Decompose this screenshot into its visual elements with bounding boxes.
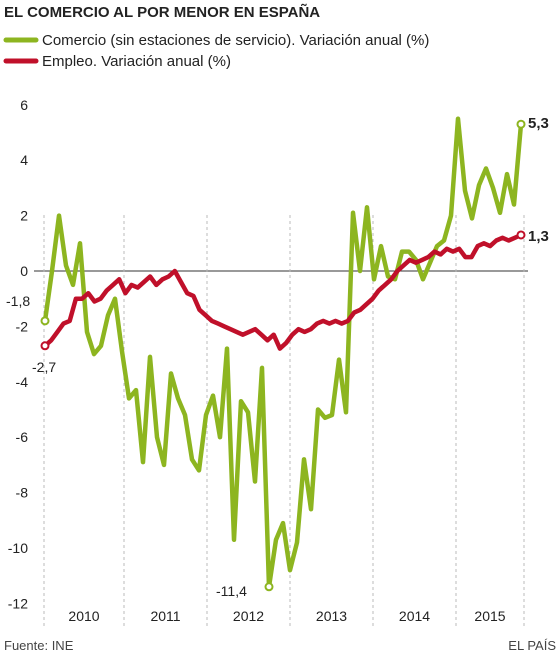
legend-label-empleo: Empleo. Variación anual (%) [42, 53, 231, 70]
end-point-marker [516, 119, 526, 129]
annotations: -1,8 -2,7 -11,4 5,3 1,3 [6, 115, 549, 599]
start-point-marker [40, 316, 50, 326]
annotation-comercio-last: 5,3 [528, 115, 549, 132]
annotation-comercio-min: -11,4 [216, 583, 247, 599]
annotation-comercio-first: -1,8 [6, 293, 30, 309]
chart-title: EL COMERCIO AL POR MENOR EN ESPAÑA [4, 3, 320, 21]
gridlines [34, 215, 528, 628]
series-layer [40, 116, 526, 592]
x-axis-year-labels: 2010 2011 2012 2013 2014 2015 [68, 608, 505, 624]
annotation-empleo-last: 1,3 [528, 228, 549, 245]
annotation-empleo-first: -2,7 [32, 359, 56, 375]
publisher-credit: EL PAÍS [508, 638, 556, 653]
series-line-comercio [42, 116, 524, 590]
legend-label-comercio: Comercio (sin estaciones de servicio). V… [42, 32, 429, 49]
y-tick-label: -2 [16, 318, 29, 334]
year-label: 2010 [68, 608, 99, 624]
y-tick-label: -6 [16, 429, 29, 445]
min-point-marker [264, 582, 274, 592]
y-tick-label: 4 [20, 152, 28, 168]
legend: Comercio (sin estaciones de servicio). V… [3, 32, 429, 70]
year-label: 2012 [233, 608, 264, 624]
y-tick-label: 2 [20, 208, 28, 224]
y-tick-label: -10 [8, 540, 28, 556]
y-tick-label: -12 [8, 595, 28, 611]
start-point-marker [40, 341, 50, 351]
year-label: 2015 [474, 608, 505, 624]
y-tick-label: 6 [20, 97, 28, 113]
year-label: 2014 [399, 608, 430, 624]
series-line-empleo [42, 232, 524, 351]
source-note: Fuente: INE [4, 638, 74, 653]
y-tick-label: -4 [16, 374, 29, 390]
y-tick-label: 0 [20, 263, 28, 279]
year-label: 2013 [316, 608, 347, 624]
y-tick-label: -8 [16, 485, 29, 501]
end-point-marker [516, 230, 526, 240]
y-axis-tick-labels: 6 4 2 0 -2 -4 -6 -8 -10 -12 [8, 97, 28, 612]
year-label: 2011 [150, 608, 180, 624]
